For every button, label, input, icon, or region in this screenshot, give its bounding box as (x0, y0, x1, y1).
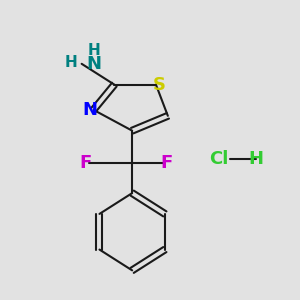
Text: F: F (80, 154, 92, 172)
Text: N: N (86, 55, 101, 73)
Text: N: N (82, 101, 98, 119)
Text: H: H (64, 55, 77, 70)
Text: Cl: Cl (209, 150, 228, 168)
Text: S: S (153, 76, 166, 94)
Text: H: H (248, 150, 263, 168)
Text: H: H (87, 43, 100, 58)
Text: F: F (161, 154, 173, 172)
